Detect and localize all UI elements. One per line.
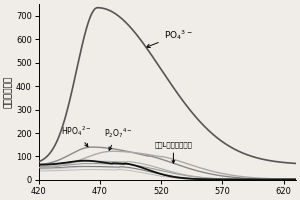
Text: P$_2$O$_7$$^{4-}$: P$_2$O$_7$$^{4-}$ — [103, 126, 132, 150]
Y-axis label: 相对荧光强度: 相对荧光强度 — [4, 76, 13, 108]
Text: PO$_4$$^{3-}$: PO$_4$$^{3-}$ — [146, 28, 192, 48]
Text: HPO$_4$$^{2-}$: HPO$_4$$^{2-}$ — [61, 124, 92, 147]
Text: 探针L和其它阴离子: 探针L和其它阴离子 — [154, 141, 192, 163]
